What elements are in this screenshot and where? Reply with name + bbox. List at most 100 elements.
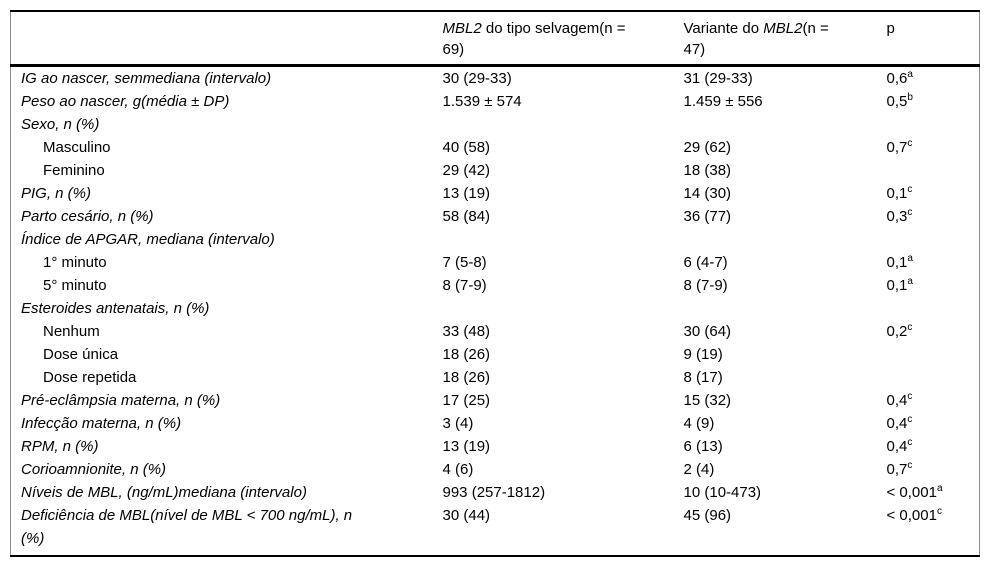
row-label: Corioamnionite, n (%) (21, 461, 167, 478)
variant-value: 1.459 ± 556 (683, 93, 763, 110)
footnote-marker: a (907, 69, 913, 80)
table-row: Esteroides antenatais, n (%) (11, 297, 980, 320)
row-label: Níveis de MBL, (ng/mL)mediana (intervalo… (21, 484, 307, 501)
row-label: Nenhum (43, 323, 100, 340)
p-value: 0,2c (886, 322, 913, 341)
table-body: IG ao nascer, semmediana (intervalo) 30 (… (11, 66, 980, 557)
row-label: Parto cesário, n (%) (21, 208, 154, 225)
header-p-column: p (886, 11, 980, 67)
footnote-marker: c (907, 322, 913, 333)
p-value: 0,7c (886, 460, 913, 479)
variant-value (684, 228, 887, 251)
p-value (887, 113, 980, 136)
variant-value: 6 (4-7) (683, 254, 728, 271)
row-label: PIG, n (%) (21, 185, 92, 202)
p-value (887, 228, 980, 251)
p-value (887, 159, 980, 182)
table-row: Peso ao nascer, g(média ± DP) 1.539 ± 574… (11, 90, 980, 113)
row-label: Pré-eclâmpsia materna, n (%) (21, 392, 221, 409)
table-row: Dose repetida 18 (26) 8 (17) (11, 366, 980, 389)
wild-type-value: 3 (4) (442, 415, 474, 432)
wild-type-value: 4 (6) (442, 461, 474, 478)
row-label: Esteroides antenatais, n (%) (21, 300, 210, 317)
table-row: 5° minuto 8 (7-9) 8 (7-9) 0,1a (11, 274, 980, 297)
header-variant-text: (n = 47) (683, 20, 829, 58)
header-variant-column: Variante do MBL2(n = 47) (683, 11, 887, 67)
variant-value: 2 (4) (683, 461, 715, 478)
row-label: Infecção materna, n (%) (21, 415, 182, 432)
variant-value: 9 (19) (683, 346, 723, 363)
row-label: RPM, n (%) (21, 438, 99, 455)
footnote-marker: a (907, 276, 913, 287)
variant-value (684, 297, 887, 320)
variant-value: 14 (30) (683, 185, 732, 202)
footnote-marker: c (907, 414, 913, 425)
table-row: Infecção materna, n (%) 3 (4) 4 (9) 0,4c (11, 412, 980, 435)
variant-value: 30 (64) (683, 323, 732, 340)
variant-value: 8 (7-9) (683, 277, 728, 294)
table-row: Níveis de MBL, (ng/mL)mediana (intervalo… (11, 481, 980, 504)
table-row: Corioamnionite, n (%) 4 (6) 2 (4) 0,7c (11, 458, 980, 481)
header-wild-type-text: do tipo selvagem(n = 69) (442, 20, 626, 58)
p-value: 0,3c (886, 207, 913, 226)
p-value: 0,1a (886, 276, 913, 295)
header-row: MBL2 do tipo selvagem(n = 69) Variante d… (10, 11, 980, 67)
row-label: 1° minuto (43, 254, 107, 271)
table-row: Pré-eclâmpsia materna, n (%) 17 (25) 15 (3… (11, 389, 980, 412)
variant-value: 10 (10-473) (683, 484, 762, 501)
wild-type-value: 13 (19) (442, 438, 491, 455)
wild-type-value: 30 (29-33) (442, 70, 512, 87)
header-variant-pre: Variante do (683, 20, 764, 37)
p-value: 0,4c (886, 414, 913, 433)
footnote-marker: c (907, 391, 913, 402)
p-value: 0,5b (886, 92, 913, 111)
variant-value: 18 (38) (683, 162, 732, 179)
wild-type-value: 1.539 ± 574 (442, 93, 522, 110)
wild-type-value (443, 297, 684, 320)
row-label: Índice de APGAR, mediana (intervalo) (21, 231, 275, 248)
header-label-column (10, 11, 443, 67)
table-row: PIG, n (%) 13 (19) 14 (30) 0,1c (11, 182, 980, 205)
footnote-marker: c (936, 506, 942, 517)
variant-value: 8 (17) (683, 369, 723, 386)
header-wild-type-column: MBL2 do tipo selvagem(n = 69) (442, 11, 684, 67)
p-value: 0,4c (886, 437, 913, 456)
row-label: Peso ao nascer, g(média ± DP) (21, 93, 230, 110)
footnote-marker: c (907, 184, 913, 195)
clinical-characteristics-table: MBL2 do tipo selvagem(n = 69) Variante d… (10, 10, 980, 557)
table-row: 1° minuto 7 (5-8) 6 (4-7) 0,1a (11, 251, 980, 274)
footnote-marker: c (907, 460, 913, 471)
footnote-marker: c (907, 437, 913, 448)
footnote-marker: c (907, 138, 913, 149)
wild-type-value: 993 (257-1812) (442, 484, 546, 501)
variant-value: 15 (32) (683, 392, 732, 409)
row-label: IG ao nascer, semmediana (intervalo) (21, 70, 272, 87)
wild-type-value: 18 (26) (442, 369, 491, 386)
table-row: Masculino 40 (58) 29 (62) 0,7c (11, 136, 980, 159)
variant-value: 6 (13) (683, 438, 723, 455)
p-value: 0,1c (886, 184, 913, 203)
table-row: RPM, n (%) 13 (19) 6 (13) 0,4c (11, 435, 980, 458)
table-row: Deficiência de MBL(nível de MBL < 700 ng… (11, 504, 980, 556)
table-row: Nenhum 33 (48) 30 (64) 0,2c (11, 320, 980, 343)
p-value (887, 297, 980, 320)
row-label: 5° minuto (43, 277, 107, 294)
variant-value: 31 (29-33) (683, 70, 753, 87)
gene-name-italic: MBL2 (763, 20, 803, 37)
row-label: Dose única (43, 346, 119, 363)
table-row: Parto cesário, n (%) 58 (84) 36 (77) 0,3c (11, 205, 980, 228)
variant-value: 4 (9) (683, 415, 715, 432)
p-value (887, 343, 980, 366)
wild-type-value: 29 (42) (442, 162, 491, 179)
wild-type-value: 7 (5-8) (442, 254, 487, 271)
p-value: < 0,001c (886, 506, 942, 525)
footnote-marker: a (907, 253, 913, 264)
p-value: 0,4c (886, 391, 913, 410)
wild-type-value: 33 (48) (442, 323, 491, 340)
wild-type-value (443, 113, 684, 136)
gene-name-italic: MBL2 (442, 20, 482, 37)
p-value (887, 366, 980, 389)
wild-type-value: 18 (26) (442, 346, 491, 363)
footnote-marker: b (907, 92, 913, 103)
